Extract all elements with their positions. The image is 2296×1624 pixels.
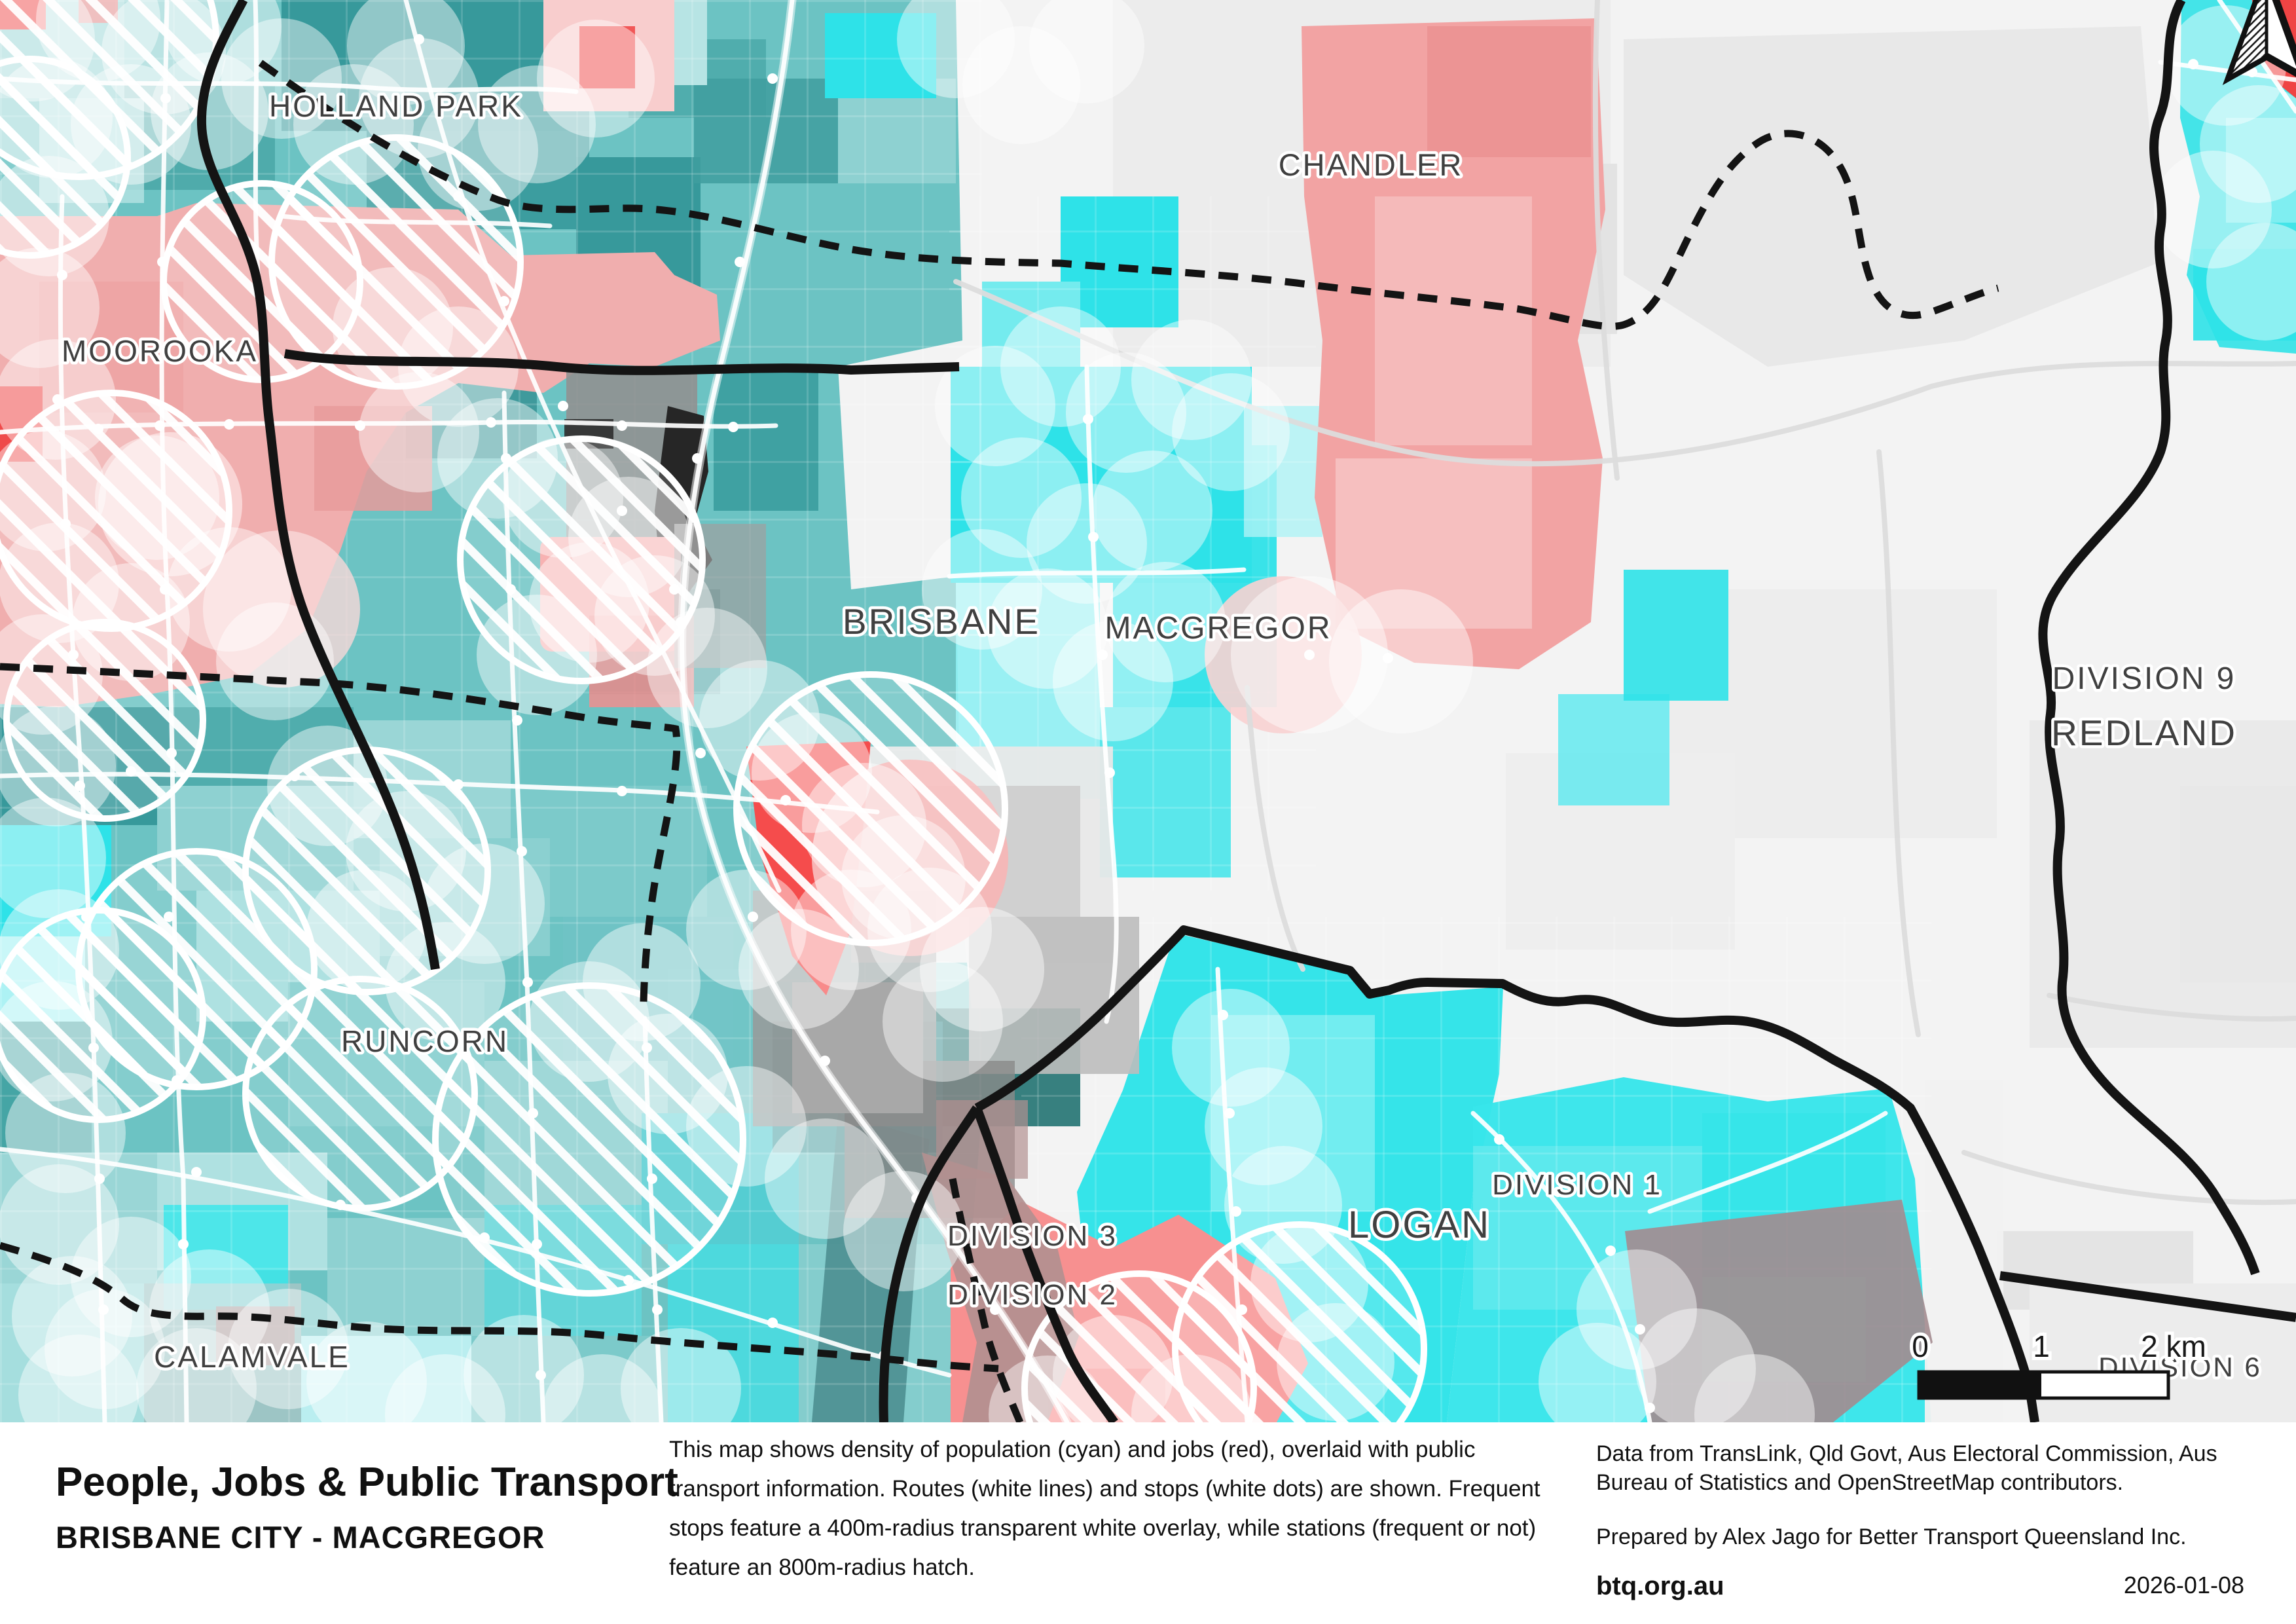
poster-title: People, Jobs & Public Transport <box>56 1460 678 1505</box>
boundary-division-6 <box>1999 1271 2296 1322</box>
map-label: DIVISION 9 <box>2052 661 2236 696</box>
map-label: REDLAND <box>2051 712 2237 753</box>
map-label: DIVISION 3 <box>947 1220 1118 1252</box>
boundary-brisbane-logan <box>974 925 2039 1422</box>
map-label: CHANDLER <box>1279 147 1464 182</box>
north-arrow-icon <box>2222 0 2296 86</box>
map-label: LOGAN <box>1348 1204 1491 1246</box>
poster-subtitle: BRISBANE CITY - MACGREGOR <box>56 1520 545 1555</box>
website-link[interactable]: btq.org.au <box>1596 1572 1724 1600</box>
map-label: HOLLAND PARK <box>269 89 523 123</box>
rural-roads <box>953 0 2296 1206</box>
map-labels: HOLLAND PARK MOOROOKA CHANDLER BRISBANE MACG… <box>58 86 2263 1386</box>
boundary-dashed-calamvale <box>0 1242 999 1373</box>
map-label: DIVISION 1 <box>1492 1169 1662 1201</box>
boundary-dashed-north <box>258 60 1999 330</box>
map-label: DIVISION 2 <box>947 1279 1118 1311</box>
boundary-dashed-division23 <box>949 1177 1024 1422</box>
scale-bar-labels: 0 1 2 km <box>1908 1326 2210 1367</box>
scale-bar-black-half <box>1920 1373 2041 1397</box>
map-description: This map shows density of population (cy… <box>669 1437 1540 1580</box>
boundaries <box>0 0 2296 1422</box>
scale-bar: 0 1 2 km <box>1908 1326 2210 1400</box>
scale-bar-label: 1 <box>2033 1329 2050 1363</box>
map-label: MACGREGOR <box>1104 611 1332 646</box>
footer-bottom-row: btq.org.au 2026-01-08 <box>1596 1572 2244 1601</box>
boundary-kessels <box>283 349 960 375</box>
boundary-dashed-mid <box>0 663 681 1003</box>
map-label: MOOROOKA <box>62 334 258 368</box>
boundary-redland <box>2038 0 2260 1276</box>
map-label: DIVISION 6 <box>2098 1352 2261 1382</box>
map-label: BRISBANE <box>843 601 1040 642</box>
station-hatch-circles <box>0 0 1427 1422</box>
map-label: RUNCORN <box>341 1024 509 1058</box>
map-date: 2026-01-08 <box>2123 1572 2244 1598</box>
boundary-wedge-left <box>879 1105 981 1422</box>
data-credits: Data from TransLink, Qld Govt, Aus Elect… <box>1596 1441 2217 1495</box>
map-label: CALAMVALE <box>154 1340 350 1374</box>
boundary-holland-park <box>196 0 440 970</box>
scale-bar-label: 2 km <box>2141 1329 2206 1363</box>
scale-bar-label: 0 <box>1912 1329 1929 1363</box>
prepared-by: Prepared by Alex Jago for Better Transpo… <box>1596 1524 2187 1549</box>
boundary-wedge-right <box>972 1106 1118 1422</box>
map-canvas: HOLLAND PARK MOOROOKA CHANDLER BRISBANE MACG… <box>0 0 2296 1422</box>
